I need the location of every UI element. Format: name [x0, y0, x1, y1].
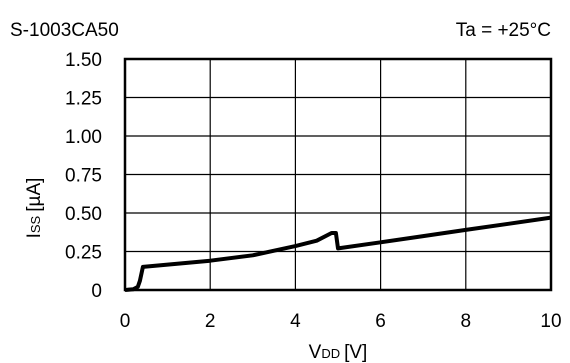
- x-tick-label: 8: [461, 311, 472, 332]
- y-tick-label: 1.25: [65, 89, 102, 110]
- y-axis-label: ISS[µA]: [24, 178, 45, 239]
- y-tick-label: 0.75: [65, 166, 102, 187]
- condition-label: Ta = +25°C: [456, 20, 551, 41]
- grid: [125, 59, 551, 290]
- x-tick-label: 6: [375, 311, 386, 332]
- y-tick-labels: 0 0.25 0.50 0.75 1.00 1.25 1.50: [65, 50, 102, 302]
- part-number: S-1003CA50: [10, 20, 119, 41]
- x-tick-label: 2: [205, 311, 216, 332]
- y-tick-label: 0.25: [65, 243, 102, 264]
- y-tick-label: 1.50: [65, 50, 102, 71]
- iss-curve: [124, 215, 552, 292]
- x-axis-label: VDD [V]: [309, 342, 368, 363]
- x-tick-label: 10: [540, 311, 561, 332]
- plot-frame: [123, 57, 553, 292]
- y-tick-label: 1.00: [65, 127, 102, 148]
- x-tick-labels: 0 2 4 6 8 10: [120, 311, 562, 332]
- x-tick-label: 0: [120, 311, 131, 332]
- x-tick-label: 4: [290, 311, 301, 332]
- y-tick-label: 0.50: [65, 204, 102, 225]
- y-tick-label: 0: [91, 281, 102, 302]
